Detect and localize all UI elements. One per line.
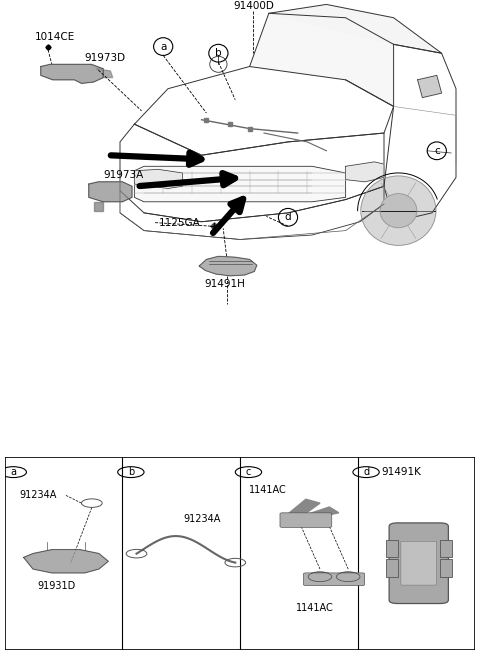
Polygon shape <box>96 69 113 78</box>
Circle shape <box>361 176 436 245</box>
Polygon shape <box>134 166 346 202</box>
Polygon shape <box>306 507 339 518</box>
Circle shape <box>380 194 417 227</box>
Polygon shape <box>134 170 182 189</box>
Bar <box>386 540 397 557</box>
Polygon shape <box>418 76 442 97</box>
Text: b: b <box>128 467 134 477</box>
Polygon shape <box>199 256 257 276</box>
Bar <box>440 540 452 557</box>
Polygon shape <box>41 64 103 83</box>
Text: c: c <box>434 146 440 156</box>
Text: d: d <box>363 467 369 477</box>
Circle shape <box>336 572 360 581</box>
Text: 1014CE: 1014CE <box>35 32 75 42</box>
Polygon shape <box>94 202 103 211</box>
Text: 91234A: 91234A <box>183 514 221 524</box>
Polygon shape <box>120 187 384 240</box>
Text: 91931D: 91931D <box>38 581 76 591</box>
Polygon shape <box>269 5 442 53</box>
Polygon shape <box>120 124 384 222</box>
Text: 91973A: 91973A <box>103 171 144 181</box>
Polygon shape <box>346 162 384 182</box>
Text: a: a <box>160 41 167 51</box>
Text: b: b <box>215 48 222 58</box>
Polygon shape <box>24 550 108 573</box>
Text: 91400D: 91400D <box>233 1 274 11</box>
Text: 1141AC: 1141AC <box>297 602 334 613</box>
Bar <box>386 559 397 577</box>
FancyBboxPatch shape <box>303 573 365 585</box>
Text: 91234A: 91234A <box>19 490 56 501</box>
Text: a: a <box>10 467 16 477</box>
Text: 91491K: 91491K <box>381 467 421 477</box>
Polygon shape <box>89 182 132 202</box>
FancyBboxPatch shape <box>280 513 332 528</box>
Text: 91973D: 91973D <box>84 53 125 63</box>
FancyBboxPatch shape <box>389 523 448 604</box>
Text: c: c <box>246 467 251 477</box>
Polygon shape <box>287 499 320 516</box>
Polygon shape <box>250 13 394 106</box>
Text: d: d <box>285 212 291 222</box>
Text: 91491H: 91491H <box>204 279 245 288</box>
FancyBboxPatch shape <box>401 541 437 585</box>
Circle shape <box>308 572 332 581</box>
Polygon shape <box>134 66 394 155</box>
Text: 1141AC: 1141AC <box>250 485 287 495</box>
Bar <box>440 559 452 577</box>
Polygon shape <box>384 45 456 222</box>
Text: 1125GA: 1125GA <box>158 217 200 227</box>
